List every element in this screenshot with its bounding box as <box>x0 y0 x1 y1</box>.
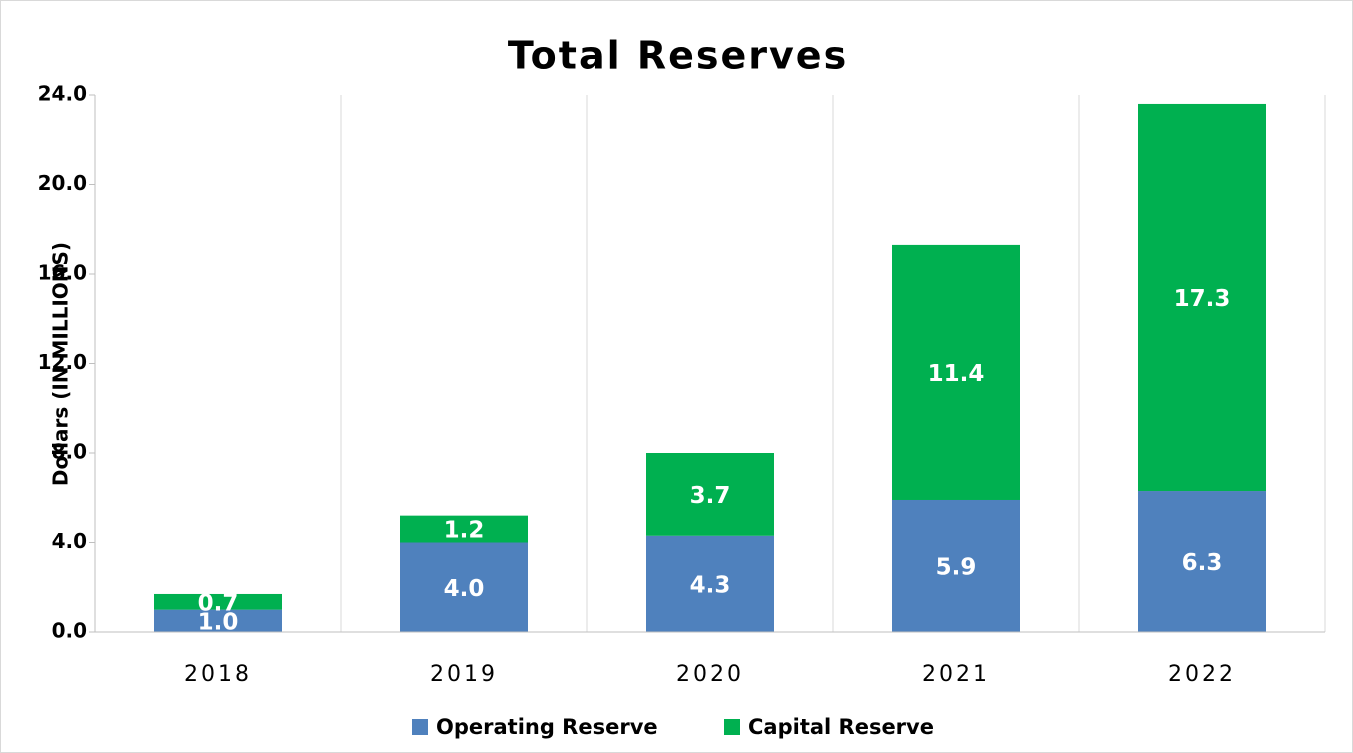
x-tick-label: 2022 <box>1168 662 1236 687</box>
legend-label: Operating Reserve <box>436 715 658 739</box>
bar-segment <box>400 515 528 543</box>
y-tick-label: 8.0 <box>52 440 87 464</box>
bar-segment <box>154 593 282 610</box>
x-tick-label: 2021 <box>922 662 990 687</box>
bar-segment <box>892 244 1020 500</box>
bar-segment <box>646 453 774 536</box>
bar-segment <box>400 542 528 632</box>
data-label: 4.3 <box>690 572 731 598</box>
legend-swatch <box>724 719 740 735</box>
legend-swatch <box>412 719 428 735</box>
y-tick-label: 20.0 <box>38 171 87 195</box>
data-label: 5.9 <box>936 554 977 580</box>
y-tick-label: 0.0 <box>52 619 87 643</box>
data-label: 4.0 <box>444 576 485 602</box>
data-label: 6.3 <box>1182 550 1223 576</box>
x-tick-label: 2019 <box>430 662 498 687</box>
legend-label: Capital Reserve <box>748 715 934 739</box>
bar-segment <box>646 535 774 632</box>
bar-segment <box>154 609 282 632</box>
data-label: 0.7 <box>198 590 239 616</box>
data-label: 11.4 <box>928 361 985 387</box>
y-tick-label: 24.0 <box>38 82 87 106</box>
x-tick-label: 2020 <box>676 662 744 687</box>
y-tick-label: 16.0 <box>38 261 87 285</box>
bar-segment <box>892 499 1020 632</box>
bar-segment <box>1138 491 1266 632</box>
data-label: 1.2 <box>444 518 485 544</box>
y-axis-label: Dollars (IN MILLIONS) <box>49 242 73 486</box>
y-tick-label: 12.0 <box>38 350 87 374</box>
bar-segment <box>1138 103 1266 492</box>
x-tick-label: 2018 <box>184 662 252 687</box>
chart-title: Total Reserves <box>508 34 848 78</box>
data-label: 3.7 <box>690 483 731 509</box>
y-tick-label: 4.0 <box>52 529 87 553</box>
data-label: 1.0 <box>198 609 239 635</box>
data-label: 17.3 <box>1174 286 1231 312</box>
